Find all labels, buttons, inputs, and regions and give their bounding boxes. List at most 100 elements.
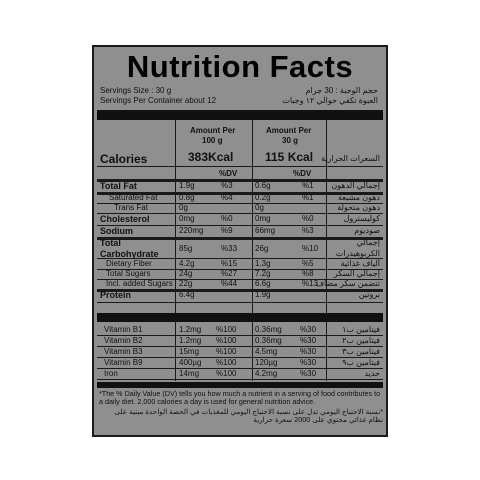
calories-per-100g: 383Kcal bbox=[188, 150, 234, 164]
value-100g: 85g bbox=[179, 244, 193, 253]
vitamin-name: Vitamin B3 bbox=[104, 347, 143, 356]
dv-30g: %1 bbox=[302, 181, 314, 190]
vitamin-name: Vitamin B1 bbox=[104, 325, 143, 334]
value-100g: 22g bbox=[179, 279, 193, 288]
nutrient-name: Total bbox=[100, 238, 121, 248]
vitamin-value-30g: 0.36mg bbox=[255, 336, 282, 345]
value-100g: 1.9g bbox=[179, 181, 195, 190]
nutrient-name-line2: Carbohydrate bbox=[100, 249, 159, 259]
col1-header-line2: 100 g bbox=[202, 136, 223, 145]
value-30g: 1.3g bbox=[255, 259, 271, 268]
row-line bbox=[97, 289, 383, 292]
value-30g: 0g bbox=[255, 203, 264, 212]
vitamin-dv-30g: %30 bbox=[300, 347, 317, 356]
value-100g: 4.2g bbox=[179, 259, 195, 268]
col2-header-line2: 30 g bbox=[282, 136, 299, 145]
value-30g: 66mg bbox=[255, 226, 276, 235]
vitamin-name: Vitamin B2 bbox=[104, 336, 143, 345]
vitamin-dv-30g: %30 bbox=[300, 325, 317, 334]
value-100g: 0.8g bbox=[179, 193, 195, 202]
vitamin-dv-100g: %100 bbox=[216, 325, 237, 334]
row-line bbox=[97, 258, 383, 259]
nutrient-name: Total Sugars bbox=[106, 269, 151, 278]
dv-100g: %15 bbox=[221, 259, 238, 268]
servings-per-container-en: Servings Per Container about 12 bbox=[100, 96, 217, 105]
dv-30g: %5 bbox=[302, 259, 314, 268]
value-30g: 0.2g bbox=[255, 193, 271, 202]
dv-100g: %33 bbox=[221, 244, 238, 253]
nutrient-name: Dietary Fiber bbox=[106, 259, 152, 268]
col-divider-v1 bbox=[175, 322, 176, 381]
value-30g: 1.9g bbox=[255, 290, 271, 299]
col1-header-line1: Amount Per bbox=[190, 126, 236, 135]
nutrition-label: Nutrition Facts Servings Size : 30 g Ser… bbox=[92, 45, 388, 437]
nutrient-name-ar: إجمالي الدهون bbox=[331, 181, 380, 190]
servings-per-container-ar: العبوة تكفي حوالي ١٢ وجبات bbox=[282, 96, 378, 105]
row-line bbox=[97, 302, 383, 303]
value-30g: 26g bbox=[255, 244, 269, 253]
vitamin-value-30g: 4.5mg bbox=[255, 347, 278, 356]
nutrient-name: Sodium bbox=[100, 226, 133, 236]
row-line bbox=[97, 213, 383, 214]
col-divider-v2 bbox=[252, 322, 253, 381]
vitamin-name-ar: فيتامين ب٩ bbox=[342, 358, 380, 367]
value-30g: 6.6g bbox=[255, 279, 271, 288]
value-30g: 0.6g bbox=[255, 181, 271, 190]
value-30g: 0mg bbox=[255, 214, 271, 223]
value-100g: 0g bbox=[179, 203, 188, 212]
footnote-ar: *نسبة الاحتياج اليومي تدل على نسبة الاحت… bbox=[114, 407, 383, 425]
vitamin-name-ar: حديد bbox=[364, 369, 380, 378]
serving-size-ar: حجم الوجبة : 30 جرام bbox=[305, 86, 378, 95]
dv-30g: %13 bbox=[302, 279, 319, 288]
vitamin-value-30g: 120µg bbox=[255, 358, 278, 367]
vitamin-dv-100g: %100 bbox=[216, 369, 237, 378]
nutrient-name-ar: إجمالي السكر bbox=[333, 269, 380, 278]
value-100g: 220mg bbox=[179, 226, 204, 235]
row-line bbox=[97, 279, 383, 280]
col-divider-v3 bbox=[326, 322, 327, 381]
calories-label-ar: السعرات الحرارية bbox=[321, 154, 380, 163]
col-divider-3 bbox=[326, 120, 327, 313]
row-line bbox=[97, 237, 383, 240]
vitamin-name-ar: فيتامين ب٢ bbox=[342, 336, 380, 345]
nutrient-name: Cholesterol bbox=[100, 214, 150, 224]
value-100g: 6.4g bbox=[179, 290, 195, 299]
row-line bbox=[97, 346, 383, 347]
vitamin-name: Iron bbox=[104, 369, 118, 378]
vitamin-dv-100g: %100 bbox=[216, 358, 237, 367]
nutrient-name: Total Fat bbox=[100, 181, 137, 191]
vitamin-dv-30g: %30 bbox=[300, 369, 317, 378]
vitamin-dv-100g: %100 bbox=[216, 347, 237, 356]
row-line bbox=[97, 203, 383, 204]
dv-100g: %0 bbox=[221, 214, 233, 223]
vitamin-value-100g: 400µg bbox=[179, 358, 202, 367]
nutrient-name-ar: إجمالي bbox=[356, 238, 380, 247]
separator-bar-top bbox=[97, 110, 383, 120]
vitamin-value-100g: 15mg bbox=[179, 347, 200, 356]
vitamin-name-ar: فيتامين ب١ bbox=[342, 325, 380, 334]
row-line bbox=[97, 192, 383, 195]
value-100g: 0mg bbox=[179, 214, 195, 223]
col-divider-2 bbox=[252, 120, 253, 313]
nutrient-name-ar: تتضمن سكر مضاف bbox=[315, 279, 380, 288]
dv-30g: %8 bbox=[302, 269, 314, 278]
dv-header-2: %DV bbox=[293, 169, 312, 178]
nutrient-name-ar: دهون متحولة bbox=[337, 203, 380, 212]
nutrient-name: Trans Fat bbox=[114, 203, 148, 212]
nutrient-name-ar: دهون مشبعة bbox=[338, 193, 380, 202]
dv-100g: %4 bbox=[221, 193, 233, 202]
separator-bar-vitamins bbox=[97, 313, 383, 322]
label-title: Nutrition Facts bbox=[126, 49, 354, 84]
calories-per-30g: 115 Kcal bbox=[265, 150, 314, 164]
dv-100g: %27 bbox=[221, 269, 238, 278]
dv-30g: %10 bbox=[302, 244, 319, 253]
row-line bbox=[97, 269, 383, 270]
row-line bbox=[97, 379, 383, 380]
nutrient-name: Incl. added Sugars bbox=[106, 279, 173, 288]
nutrient-name: Protein bbox=[100, 290, 132, 300]
vitamin-value-100g: 14mg bbox=[179, 369, 200, 378]
calories-label: Calories bbox=[100, 152, 148, 166]
vitamin-value-100g: 1.2mg bbox=[179, 336, 202, 345]
vitamin-name: Vitamin B9 bbox=[104, 358, 143, 367]
row-line bbox=[97, 166, 383, 167]
